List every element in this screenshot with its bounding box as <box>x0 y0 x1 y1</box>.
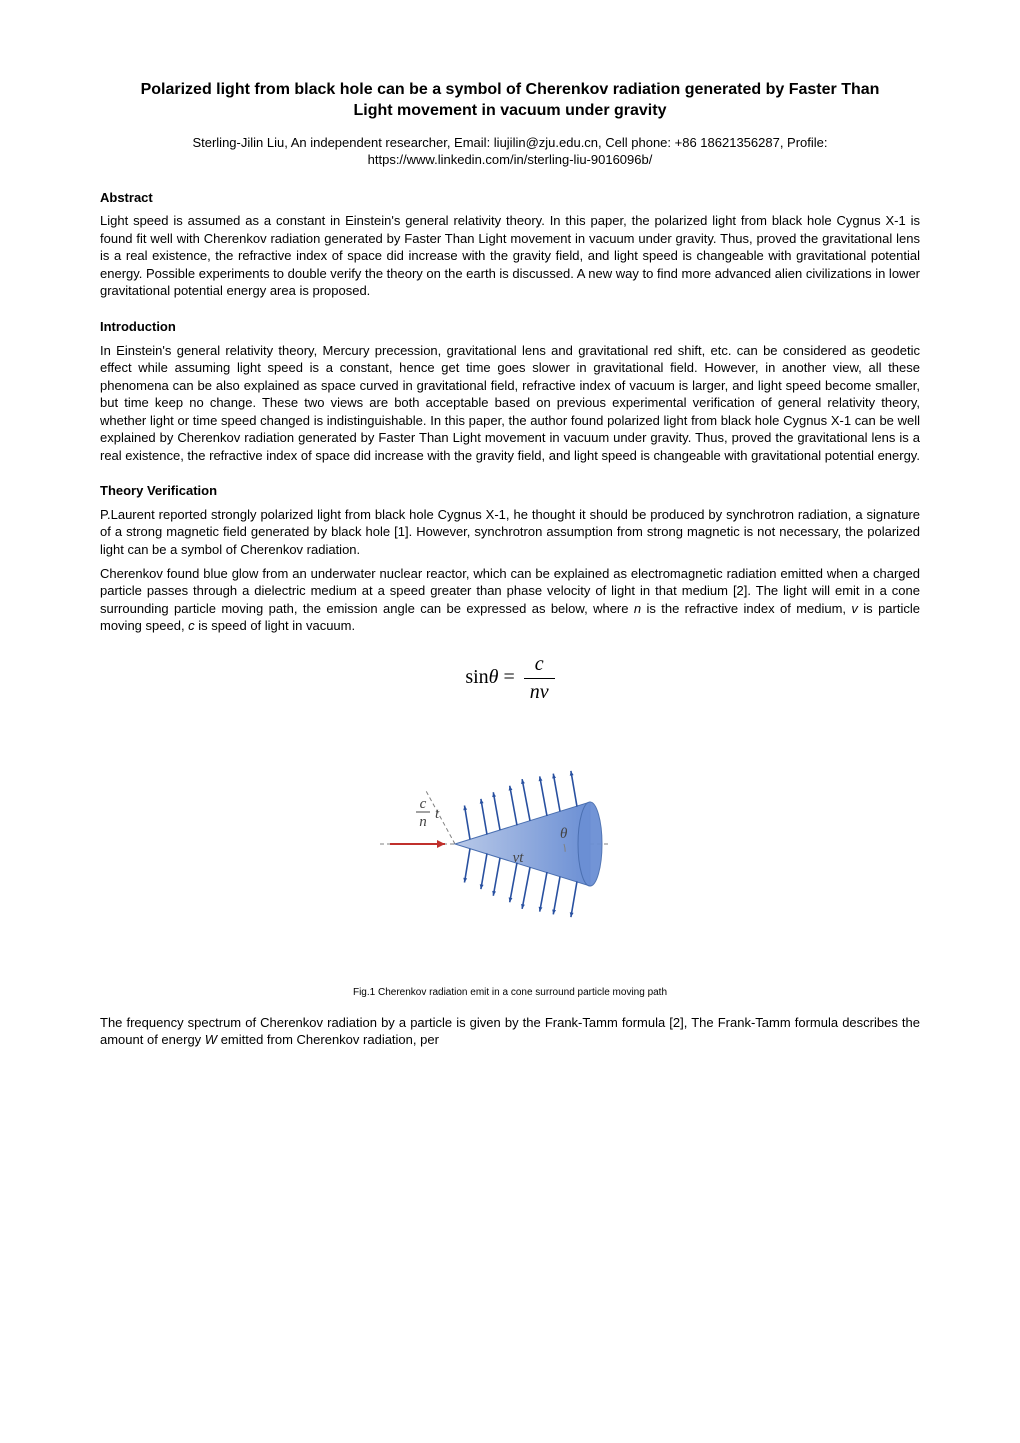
formula-theta: θ <box>489 666 499 688</box>
formula-den: nv <box>524 679 555 706</box>
formula-sin: sin <box>465 666 488 688</box>
svg-text:vt: vt <box>513 850 525 866</box>
paper-title: Polarized light from black hole can be a… <box>140 80 880 122</box>
theory-p2-mid1: is the refractive index of medium, <box>641 601 851 616</box>
introduction-heading: Introduction <box>100 318 920 336</box>
introduction-body: In Einstein's general relativity theory,… <box>100 342 920 465</box>
theory-p2-post: is speed of light in vacuum. <box>195 618 355 633</box>
theory-p3: The frequency spectrum of Cherenkov radi… <box>100 1014 920 1049</box>
formula-eq: = <box>499 666 520 688</box>
abstract-body: Light speed is assumed as a constant in … <box>100 212 920 300</box>
abstract-heading: Abstract <box>100 189 920 207</box>
author-line: Sterling-Jilin Liu, An independent resea… <box>100 134 920 169</box>
theory-p2: Cherenkov found blue glow from an underw… <box>100 565 920 635</box>
theory-heading: Theory Verification <box>100 482 920 500</box>
svg-text:t: t <box>435 806 440 822</box>
cherenkov-diagram: cnt vt θ <box>360 714 660 974</box>
theory-p3-post: emitted from Cherenkov radiation, per <box>217 1032 439 1047</box>
formula-num: c <box>524 651 555 679</box>
svg-text:n: n <box>419 814 427 830</box>
theory-p2-n: n <box>634 601 641 616</box>
figure-1-caption: Fig.1 Cherenkov radiation emit in a cone… <box>100 986 920 1000</box>
theory-p3-W: W <box>205 1032 217 1047</box>
theory-p1: P.Laurent reported strongly polarized li… <box>100 506 920 559</box>
formula-frac: cnv <box>524 651 555 706</box>
svg-text:θ: θ <box>560 826 568 842</box>
figure-1: sinθ = cnv cntvtθ <box>100 651 920 979</box>
formula-sin-theta: sinθ = cnv <box>100 651 920 706</box>
svg-text:c: c <box>420 796 427 812</box>
